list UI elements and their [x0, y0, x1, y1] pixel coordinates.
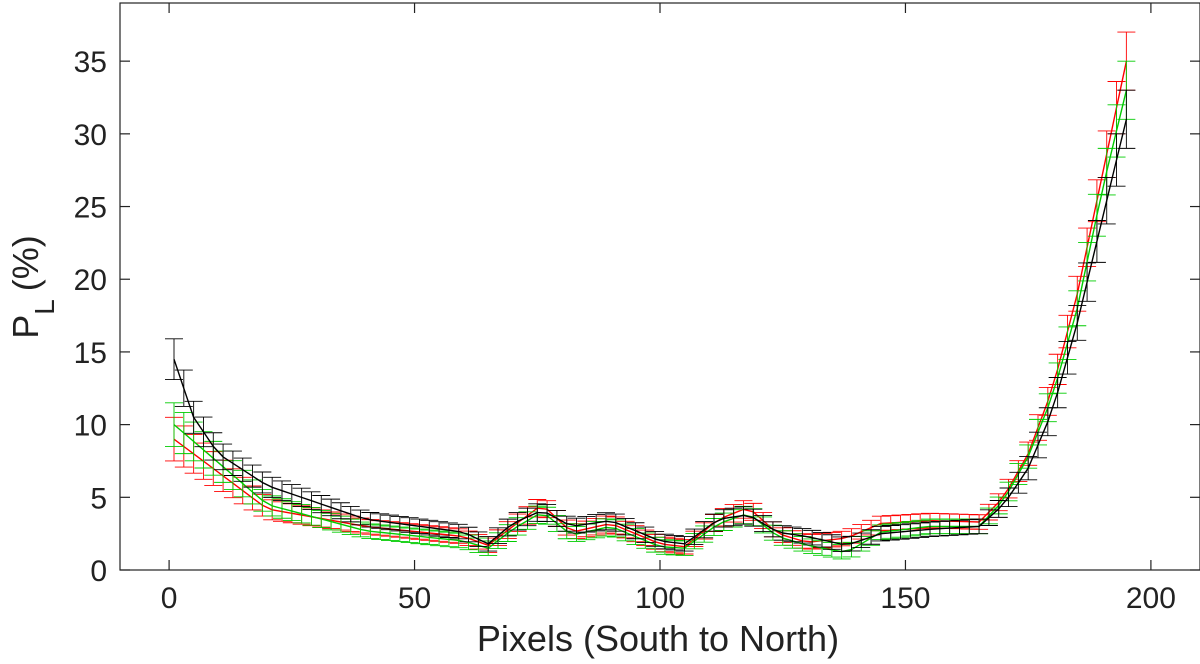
svg-text:PL(%): PL (%) — [5, 235, 60, 339]
error-bar — [165, 338, 183, 380]
axes-layer: 0 50 100 150 200 0 5 10 15 20 25 30 35 — [74, 3, 1200, 615]
y-tick-label: 25 — [74, 192, 107, 225]
y-tick-label: 0 — [90, 555, 107, 588]
y-tick-label: 20 — [74, 264, 107, 297]
x-tick-label: 200 — [1126, 582, 1176, 615]
series-line — [173, 90, 1128, 553]
y-tick-label: 15 — [74, 337, 107, 370]
x-tick-label: 0 — [161, 582, 178, 615]
series-2 — [165, 60, 1136, 560]
y-axis-title: PL (%) — [5, 235, 60, 339]
x-axis-title: Pixels (South to North) — [477, 618, 839, 659]
y-tick-label: 10 — [74, 410, 107, 443]
y-axis-title-suffix: (%) — [5, 235, 46, 291]
series-line — [173, 61, 1128, 548]
series-1 — [165, 31, 1136, 555]
y-axis-title-subscript: L — [29, 299, 60, 315]
series-3 — [165, 89, 1136, 552]
series-layer — [165, 31, 1136, 560]
y-tick-label: 5 — [90, 482, 107, 515]
x-tick-label: 50 — [398, 582, 431, 615]
series-line — [173, 119, 1128, 545]
y-axis-title-main: P — [5, 315, 46, 339]
y-tick-label: 35 — [74, 46, 107, 79]
x-tick-label: 150 — [880, 582, 930, 615]
y-tick-label: 30 — [74, 119, 107, 152]
x-tick-label: 100 — [635, 582, 685, 615]
